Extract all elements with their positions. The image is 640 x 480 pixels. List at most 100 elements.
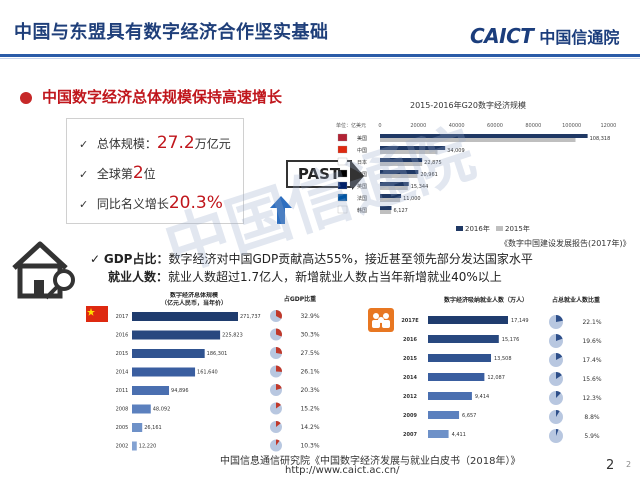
highlight-unit: 位	[143, 167, 156, 181]
footer-url[interactable]: http://www.caict.ac.cn/	[285, 465, 400, 476]
g20-axis-tick: 20000	[410, 123, 426, 129]
year-label: 2007	[403, 432, 417, 438]
legend-label-2016: 2016年	[465, 224, 490, 233]
highlight-label: 总体规模：	[96, 137, 157, 151]
employment-bar-chart: 数字经济吸纳就业人数（万人） 2017E 17,149 2016 15,176 2015 1…	[401, 296, 529, 438]
house-key-icon	[12, 241, 75, 300]
caict-logo: CAICT 中国信通院	[470, 24, 619, 48]
value-label: 48,092	[153, 407, 171, 413]
page-number: 2	[606, 458, 615, 473]
share-label: 32.9%	[300, 313, 319, 320]
employment-share-pie	[556, 334, 563, 341]
check-icon: ✓	[79, 198, 89, 211]
highlight-unit: 万亿元	[194, 137, 231, 151]
arrow-right-icon	[352, 162, 364, 190]
g20-axis-tick: 120000	[600, 123, 616, 129]
share-label: 20.3%	[300, 387, 319, 394]
employment-share-pie	[556, 372, 562, 379]
year-label: 2005	[116, 425, 129, 431]
share-label: 15.2%	[300, 406, 319, 413]
employment-share-pie	[556, 410, 560, 417]
year-label: 2015	[116, 351, 129, 357]
employment-label: 12,087	[487, 375, 505, 381]
year-label: 2009	[403, 413, 417, 419]
employment-share-label: 12.3%	[582, 395, 601, 402]
value-label: 26,161	[144, 425, 162, 431]
share-pie	[276, 347, 282, 354]
left-chart-title-1: 数字经济总体规模	[170, 292, 219, 299]
g20-data-label: 11,000	[403, 196, 421, 202]
gdp-share-line: ✓ GDP占比：数字经济对中国GDP贡献高达55%，接近甚至领先部分发达国家水平	[90, 250, 533, 267]
g20-bar-chart: 单位：亿美元 0 20000 40000 60000 80000 100000 120000 美…	[336, 122, 616, 233]
logo-mark: CAICT	[470, 24, 534, 48]
g20-chart-title: 2015-2016年G20数字经济规模	[410, 101, 526, 110]
employment-bar	[428, 335, 499, 343]
digital-economy-bar-chart: 数字经济总体规模（亿元人民币，当年价） 2017 271,737 2016 225,82…	[116, 292, 261, 451]
employment-share-label: 17.4%	[582, 357, 601, 364]
g20-chart-source: 《数字中国建设发展报告(2017年)》	[500, 239, 631, 248]
right-chart-title: 数字经济吸纳就业人数（万人）	[444, 296, 528, 304]
gdp-text: 数字经济对中国GDP贡献高达55%，接近甚至领先部分发达国家水平	[168, 252, 533, 266]
employment-bar	[428, 316, 508, 324]
highlight-value: 20.3%	[168, 193, 223, 213]
employment-share-label: 5.9%	[584, 433, 600, 440]
highlight-value: 27.2	[156, 133, 195, 153]
check-icon: ✓	[79, 168, 89, 181]
share-label: 27.5%	[300, 350, 319, 357]
share-label: 30.3%	[300, 332, 319, 339]
highlight-label: 同比名义增长	[96, 197, 169, 211]
employment-line: 就业人数：就业人数超过1.7亿人，新增就业人数占当年新增就业40%以上	[108, 268, 502, 285]
gdp-share-pie-column: 占GDP比重 32.9% 30.3% 27.5% 26.1% 20.3% 15.2% 14.2…	[270, 295, 320, 452]
share-pie	[276, 310, 282, 319]
gdp-key: GDP占比：	[103, 252, 169, 266]
g20-bar-2015	[380, 150, 438, 154]
share-pie	[276, 402, 281, 409]
year-label: 2014	[116, 370, 129, 376]
g20-category-label: 韩国	[357, 207, 367, 214]
g20-bar-2015	[380, 186, 408, 190]
employment-share-pie-column: 占总就业人数比重 22.1% 19.6% 17.4% 15.6% 12.3% 8.8% 5.9…	[549, 296, 602, 443]
logo-name: 中国信通院	[539, 28, 620, 47]
value-label: 271,737	[240, 314, 261, 320]
employment-label: 4,411	[452, 432, 466, 438]
employment-share-pie	[556, 429, 559, 436]
check-icon: ✓	[90, 252, 104, 266]
country-flag-icon	[337, 145, 348, 154]
g20-axis-tick: 0	[378, 123, 381, 129]
g20-category-label: 英国	[357, 183, 367, 190]
employment-bar	[428, 430, 449, 438]
employment-bar	[428, 411, 460, 419]
share-pie	[276, 421, 281, 427]
header-divider-thin	[0, 58, 640, 59]
employment-share-label: 15.6%	[582, 376, 601, 383]
country-flag-icon	[337, 133, 348, 142]
employment-label: 6,657	[462, 413, 476, 419]
employment-label: 9,414	[475, 394, 489, 400]
section-heading: 中国数字经济总体规模保持高速增长	[42, 88, 283, 106]
share-label: 26.1%	[300, 369, 319, 376]
share-pie	[276, 384, 282, 390]
year-label: 2017E	[401, 318, 419, 324]
g20-category-label: 法国	[357, 195, 367, 202]
value-bar	[132, 386, 170, 395]
value-label: 225,823	[222, 333, 243, 339]
g20-axis-tick: 80000	[525, 123, 541, 129]
value-bar	[132, 312, 238, 321]
g20-bar-2016	[380, 182, 409, 186]
g20-data-label: 15,344	[411, 184, 429, 190]
emp-key: 就业人数：	[108, 270, 169, 284]
year-label: 2015	[403, 356, 417, 362]
employment-bar	[428, 392, 472, 400]
g20-bar-2016	[380, 170, 419, 174]
g20-data-label: 20,961	[420, 172, 438, 178]
employment-share-label: 19.6%	[582, 338, 601, 345]
value-label: 161,640	[197, 370, 218, 376]
legend-swatch-2016	[456, 226, 463, 231]
check-icon: ✓	[79, 138, 89, 151]
year-label: 2008	[116, 407, 129, 413]
employment-share-label: 22.1%	[582, 319, 601, 326]
value-bar	[132, 404, 151, 414]
g20-bar-2016	[380, 194, 402, 198]
g20-category-label: 德国	[357, 171, 367, 178]
section-bullet-icon	[20, 92, 32, 104]
